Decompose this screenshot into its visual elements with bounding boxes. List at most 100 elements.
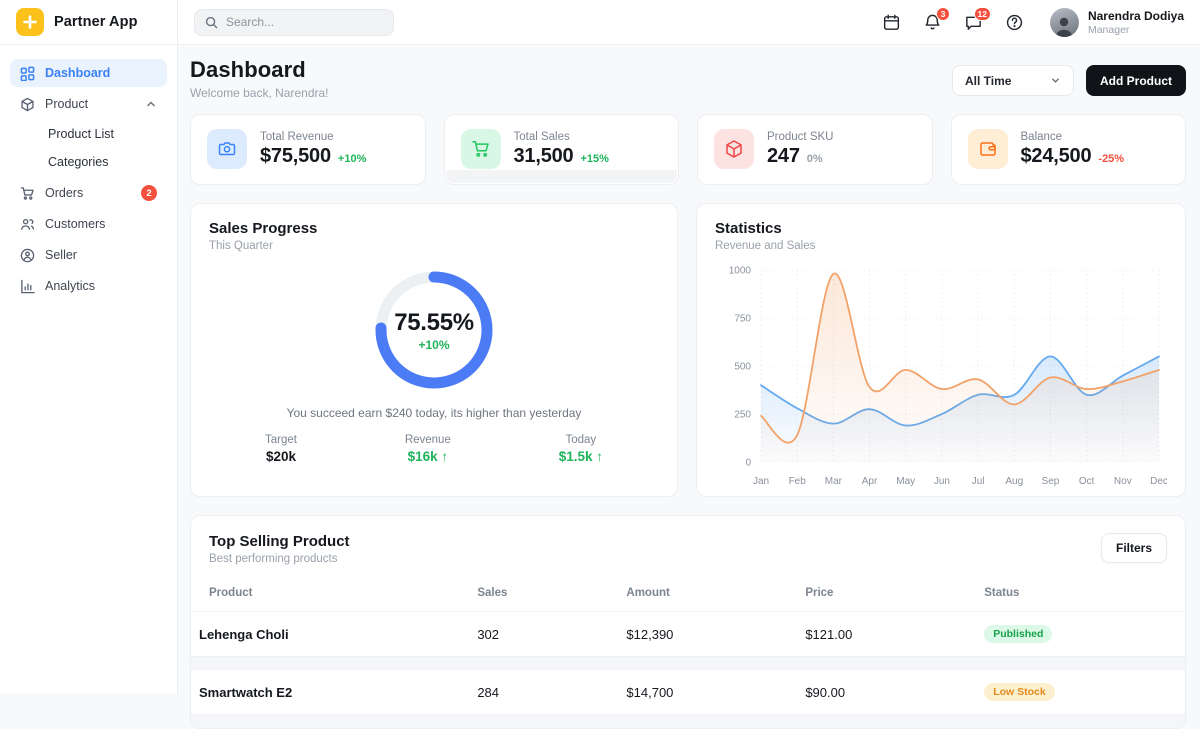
stat-label: Target: [265, 434, 297, 446]
sidebar-item-product-list[interactable]: Product List: [48, 127, 115, 141]
status-badge: Published: [984, 625, 1053, 643]
col-sales: Sales: [477, 587, 508, 599]
kpi-balance[interactable]: Balance $24,500 -25%: [950, 114, 1186, 185]
kpi-value: 247: [767, 144, 800, 167]
cell-sales: 302: [469, 611, 619, 657]
messages-icon[interactable]: 12: [964, 6, 991, 32]
svg-text:500: 500: [734, 362, 751, 373]
sidebar-item-label: Seller: [45, 248, 77, 262]
sidebar-nav: Dashboard Product Product List Categorie…: [0, 45, 177, 317]
sidebar-item-customers[interactable]: Customers: [10, 210, 167, 238]
page-title: Dashboard: [190, 57, 306, 82]
statistics-line-chart: 0 250 500 750 1000 Jan Feb Mar Apr May Jun Jul Aug Se…: [729, 266, 1168, 488]
svg-text:1000: 1000: [729, 266, 752, 277]
svg-text:0: 0: [745, 458, 751, 469]
status-badge: Low Stock: [984, 683, 1055, 701]
table-row[interactable]: Lehenga Choli 302 $12,390 $121.00 Publis…: [191, 611, 1185, 657]
sidebar-item-orders[interactable]: Orders 2: [10, 179, 167, 207]
help-icon[interactable]: [1005, 13, 1024, 32]
progress-stats: Target $20k Revenue $16k ↑ Today $1.5k ↑: [209, 434, 659, 464]
topbar: 3 12 Narendra Dodiya Manager: [178, 0, 1200, 45]
sidebar-item-product[interactable]: Product: [10, 90, 167, 118]
bell-icon[interactable]: 3: [923, 6, 950, 32]
sidebar: Partner App Dashboard Product Product Li…: [0, 0, 178, 694]
cell-status: Published: [976, 611, 1185, 657]
search-input[interactable]: [226, 15, 383, 29]
cell-amount: $12,390: [618, 611, 798, 657]
svg-text:Jun: Jun: [934, 476, 950, 487]
cart-icon: [20, 186, 35, 201]
svg-text:Sep: Sep: [1042, 476, 1060, 487]
table-title: Top Selling Product: [209, 533, 350, 550]
cell-price: $90.00: [797, 669, 977, 715]
app-logo-row: Partner App: [0, 0, 177, 45]
sidebar-item-label: Product: [45, 97, 89, 111]
add-product-button[interactable]: Add Product: [1086, 65, 1186, 96]
sidebar-item-analytics[interactable]: Analytics: [10, 272, 167, 300]
kpi-label: Product SKU: [767, 130, 834, 143]
col-product: Product: [209, 587, 253, 599]
time-filter-select[interactable]: All Time: [952, 65, 1074, 96]
kpi-label: Total Sales: [513, 130, 570, 143]
camera-icon: [207, 129, 247, 169]
kpi-product-sku[interactable]: Product SKU 247 0%: [697, 114, 933, 185]
users-icon: [20, 217, 35, 232]
table-row[interactable]: Smartwatch E2 284 $14,700 $90.00 Low Sto…: [191, 669, 1185, 715]
calendar-icon[interactable]: [882, 13, 901, 32]
kpi-total-revenue[interactable]: Total Revenue $75,500 +10%: [190, 114, 426, 185]
plus-logo-icon: [16, 8, 44, 36]
progress-donut-chart: [375, 271, 493, 389]
svg-text:Oct: Oct: [1079, 476, 1095, 487]
top-selling-card: Top Selling Product Best performing prod…: [190, 515, 1186, 729]
wallet-icon: [967, 129, 1008, 169]
stat-value: $16k ↑: [407, 449, 449, 464]
user-role: Manager: [1087, 23, 1130, 36]
svg-text:Mar: Mar: [825, 476, 843, 487]
statistics-card: Statistics Revenue and Sales 0 250 500 750 1…: [696, 203, 1186, 497]
filters-button[interactable]: Filters: [1100, 533, 1167, 563]
svg-text:Apr: Apr: [862, 476, 878, 487]
bar-chart-icon: [20, 279, 35, 294]
kpi-label: Total Revenue: [260, 130, 334, 143]
cart-icon: [460, 129, 501, 169]
col-price: Price: [805, 587, 834, 599]
kpi-delta: +10%: [337, 152, 367, 165]
col-amount: Amount: [626, 587, 670, 599]
user-menu[interactable]: Narendra Dodiya Manager: [1049, 7, 1184, 37]
kpi-hover-strip: [445, 170, 677, 183]
orders-badge: 2: [141, 185, 157, 201]
kpi-delta: -25%: [1098, 152, 1125, 165]
kpi-value: $24,500: [1020, 144, 1092, 167]
main-content: Dashboard Welcome back, Narendra! All Ti…: [178, 45, 1200, 729]
sidebar-item-label: Orders: [45, 186, 84, 200]
seller-person-icon: [20, 248, 35, 263]
cell-product: Smartwatch E2: [191, 669, 470, 715]
svg-text:Jul: Jul: [972, 476, 985, 487]
row-spacer: [191, 656, 1185, 670]
chevron-down-icon: [1050, 75, 1061, 86]
kpi-label: Balance: [1020, 130, 1063, 143]
dashboard-grid-icon: [20, 66, 35, 81]
svg-text:Feb: Feb: [789, 476, 807, 487]
notifications-badge: 3: [935, 6, 950, 21]
cell-product: Lehenga Choli: [191, 611, 470, 657]
package-icon: [20, 97, 35, 112]
cell-amount: $14,700: [618, 669, 798, 715]
avatar: [1049, 7, 1079, 37]
sales-progress-subtitle: This Quarter: [209, 240, 273, 252]
statistics-title: Statistics: [715, 220, 782, 237]
search-box[interactable]: [194, 8, 394, 36]
app-name: Partner App: [54, 14, 138, 30]
sidebar-item-categories[interactable]: Categories: [48, 155, 109, 169]
kpi-total-sales[interactable]: Total Sales 31,500 +15%: [443, 114, 679, 185]
page-subtitle: Welcome back, Narendra!: [190, 86, 329, 100]
stat-label: Revenue: [404, 434, 451, 446]
svg-text:Dec: Dec: [1150, 476, 1167, 487]
progress-caption: You succeed earn $240 today, its higher …: [286, 406, 582, 420]
sidebar-item-dashboard[interactable]: Dashboard: [10, 59, 167, 87]
kpi-value: 31,500: [513, 144, 574, 167]
sidebar-item-seller[interactable]: Seller: [10, 241, 167, 269]
sidebar-item-label: Analytics: [45, 279, 96, 293]
svg-text:Aug: Aug: [1005, 476, 1023, 487]
messages-badge: 12: [973, 6, 991, 21]
